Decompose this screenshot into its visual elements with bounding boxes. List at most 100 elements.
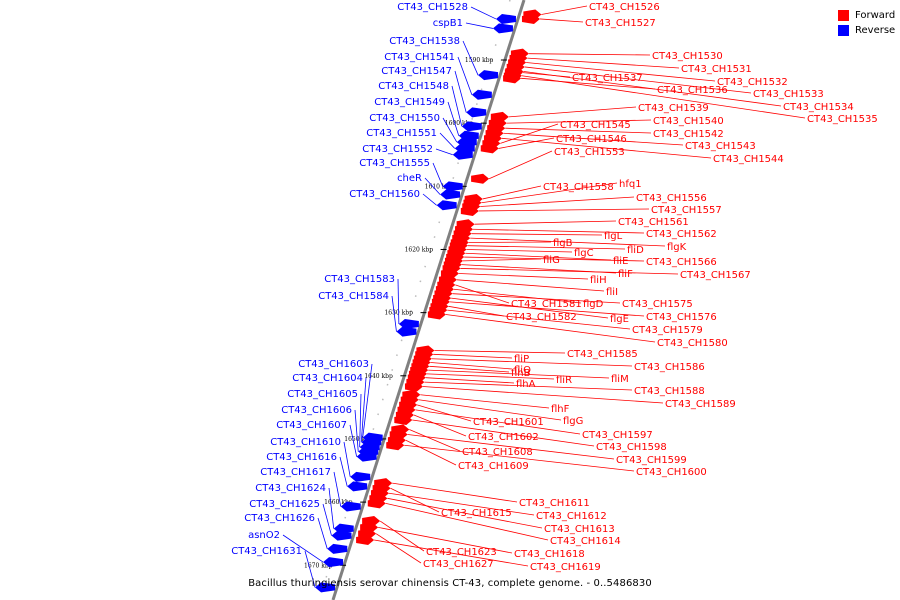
forward-gene-label: CT43_CH1540 bbox=[653, 116, 724, 127]
forward-gene-leader bbox=[488, 150, 553, 180]
reverse-gene-arrow bbox=[331, 530, 352, 541]
forward-gene-label: CT43_CH1545 bbox=[560, 120, 631, 131]
forward-gene-label: CT43_CH1609 bbox=[458, 461, 529, 472]
forward-gene-leader bbox=[452, 293, 621, 304]
legend: Forward Reverse bbox=[838, 8, 895, 38]
forward-gene-label: CT43_CH1542 bbox=[653, 129, 724, 140]
forward-gene-leader bbox=[430, 362, 513, 370]
forward-gene-label: CT43_CH1598 bbox=[596, 442, 667, 453]
forward-gene-leader bbox=[418, 399, 562, 421]
reverse-gene-arrow bbox=[315, 582, 336, 593]
reverse-gene-leader bbox=[424, 177, 441, 195]
forward-gene-leader bbox=[456, 279, 605, 292]
forward-gene-leader bbox=[526, 62, 716, 82]
genome-caption: Bacillus thuringiensis serovar chinensis… bbox=[248, 578, 652, 589]
forward-gene-leader bbox=[420, 394, 550, 409]
forward-gene-leader bbox=[539, 18, 584, 23]
genome-axis bbox=[331, 0, 526, 600]
forward-gene-leader bbox=[388, 492, 535, 516]
forward-swatch bbox=[838, 10, 849, 21]
forward-gene-leader bbox=[425, 377, 515, 384]
reverse-gene-leader bbox=[432, 162, 444, 187]
forward-gene-arrow bbox=[427, 309, 446, 320]
reverse-gene-arrow bbox=[452, 149, 473, 160]
forward-gene-label: fliR bbox=[556, 375, 572, 386]
reverse-gene-label: CT43_CH1607 bbox=[276, 420, 347, 431]
forward-gene-leader bbox=[433, 353, 513, 359]
forward-gene-arrow bbox=[460, 205, 479, 216]
forward-gene-label: CT43_CH1588 bbox=[634, 386, 705, 397]
reverse-gene-arrow bbox=[495, 13, 516, 24]
forward-gene-label: CT43_CH1623 bbox=[426, 547, 497, 558]
forward-gene-arrow bbox=[394, 415, 413, 425]
forward-gene-label: CT43_CH1562 bbox=[646, 229, 717, 240]
forward-gene-arrow bbox=[367, 498, 386, 509]
forward-gene-leader bbox=[455, 284, 510, 304]
reverse-gene-label: CT43_CH1626 bbox=[244, 513, 315, 524]
forward-gene-label: flgC bbox=[574, 248, 594, 259]
forward-gene-leader bbox=[387, 497, 543, 529]
forward-gene-label: flgD bbox=[583, 299, 604, 310]
forward-gene-leader bbox=[524, 66, 752, 94]
reverse-gene-label: CT43_CH1605 bbox=[287, 389, 358, 400]
reverse-gene-leader bbox=[362, 363, 373, 438]
forward-gene-label: flgK bbox=[667, 242, 687, 253]
reverse-gene-label: CT43_CH1631 bbox=[231, 546, 302, 557]
forward-gene-label: CT43_CH1556 bbox=[636, 193, 707, 204]
forward-gene-leader bbox=[480, 196, 635, 207]
forward-gene-leader bbox=[379, 520, 425, 552]
reverse-gene-label: cspB1 bbox=[433, 18, 463, 29]
forward-gene-label: CT43_CH1586 bbox=[634, 362, 705, 373]
forward-gene-label: fliF bbox=[618, 269, 633, 280]
reverse-gene-arrow bbox=[340, 501, 361, 512]
reverse-gene-arrow bbox=[398, 319, 419, 329]
reverse-gene-leader bbox=[457, 56, 473, 95]
forward-gene-label: hfq1 bbox=[619, 179, 642, 190]
forward-gene-leader bbox=[482, 185, 542, 200]
forward-gene-leader bbox=[447, 309, 631, 330]
tick-label: 1620 kbp bbox=[405, 246, 434, 253]
reverse-gene-leader bbox=[397, 278, 400, 325]
forward-gene-leader bbox=[465, 252, 612, 261]
forward-gene-label: CT43_CH1597 bbox=[582, 430, 653, 441]
reverse-gene-arrow bbox=[327, 543, 348, 554]
forward-gene-label: CT43_CH1611 bbox=[519, 498, 590, 509]
forward-gene-leader bbox=[466, 249, 573, 253]
forward-gene-label: CT43_CH1618 bbox=[514, 549, 585, 560]
forward-gene-leader bbox=[474, 220, 617, 225]
forward-gene-leader bbox=[453, 288, 582, 304]
tick-label: 1610 kbp bbox=[425, 183, 454, 190]
forward-gene-label: CT43_CH1535 bbox=[807, 114, 878, 125]
reverse-gene-leader bbox=[317, 517, 328, 549]
forward-gene-label: CT43_CH1526 bbox=[589, 2, 660, 13]
forward-gene-label: CT43_CH1601 bbox=[473, 417, 544, 428]
forward-gene-leader bbox=[470, 237, 666, 247]
reverse-gene-leader bbox=[465, 22, 494, 29]
reverse-gene-leader bbox=[328, 487, 335, 529]
forward-gene-label: fliQ bbox=[514, 365, 531, 376]
forward-gene-leader bbox=[505, 127, 652, 134]
reverse-gene-label: CT43_CH1616 bbox=[266, 452, 337, 463]
forward-gene-label: fliI bbox=[606, 287, 618, 298]
reverse-gene-arrow bbox=[440, 189, 461, 200]
forward-gene-leader bbox=[462, 258, 542, 262]
forward-gene-label: CT43_CH1599 bbox=[616, 455, 687, 466]
reverse-gene-label: CT43_CH1624 bbox=[255, 483, 326, 494]
forward-gene-label: CT43_CH1613 bbox=[544, 524, 615, 535]
forward-gene-leader bbox=[445, 314, 656, 343]
reverse-gene-label: CT43_CH1584 bbox=[318, 291, 389, 302]
forward-gene-label: CT43_CH1567 bbox=[680, 270, 751, 281]
reverse-gene-leader bbox=[435, 148, 453, 156]
forward-gene-label: CT43_CH1527 bbox=[585, 18, 656, 29]
forward-gene-leader bbox=[498, 137, 555, 149]
forward-gene-leader bbox=[431, 358, 633, 367]
forward-gene-label: CT43_CH1580 bbox=[657, 338, 728, 349]
reverse-gene-arrow bbox=[436, 200, 457, 211]
forward-gene-leader bbox=[521, 77, 656, 90]
forward-gene-leader bbox=[428, 369, 610, 379]
tick-label: 1670 kbp bbox=[304, 562, 333, 569]
forward-gene-leader bbox=[468, 241, 552, 243]
forward-gene-leader bbox=[506, 119, 652, 124]
forward-gene-leader bbox=[385, 502, 549, 541]
forward-gene-label: CT43_CH1612 bbox=[536, 511, 607, 522]
